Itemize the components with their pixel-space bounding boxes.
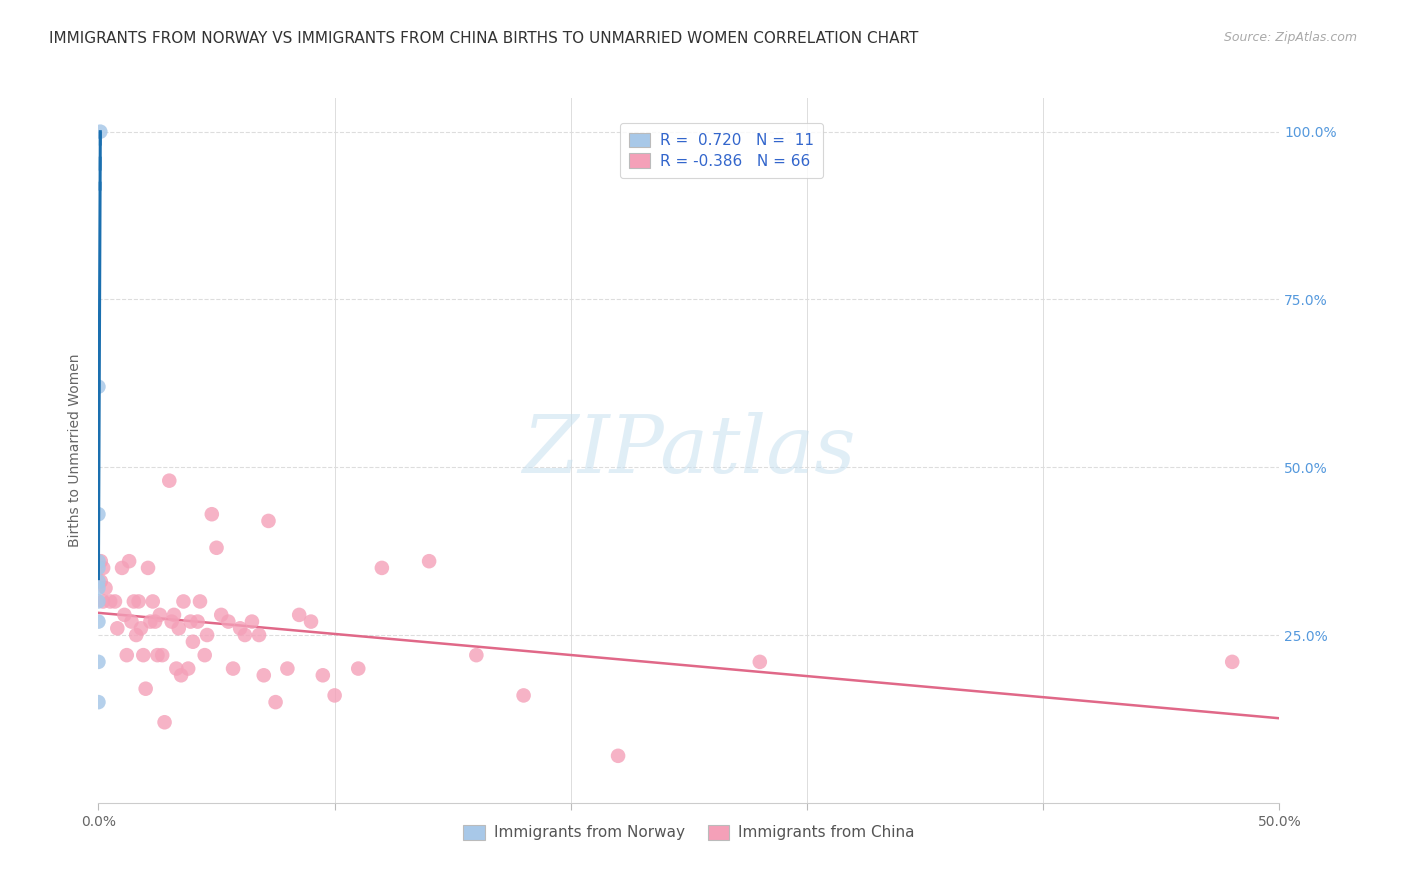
- Point: [187, 615, 209, 629]
- Point: [87, 561, 110, 575]
- Point: [233, 628, 256, 642]
- Point: [149, 607, 172, 622]
- Point: [607, 748, 630, 763]
- Point: [180, 615, 202, 629]
- Point: [89, 125, 111, 139]
- Point: [104, 594, 127, 608]
- Point: [253, 668, 276, 682]
- Point: [150, 648, 173, 662]
- Point: [240, 615, 263, 629]
- Point: [111, 561, 134, 575]
- Point: [87, 615, 110, 629]
- Point: [209, 607, 232, 622]
- Point: [418, 554, 440, 568]
- Text: ZIPatlas: ZIPatlas: [522, 412, 856, 489]
- Point: [87, 581, 110, 595]
- Point: [90, 554, 112, 568]
- Point: [87, 507, 110, 521]
- Point: [129, 621, 152, 635]
- Y-axis label: Births to Unmarried Women: Births to Unmarried Women: [69, 354, 83, 547]
- Point: [157, 474, 180, 488]
- Point: [165, 662, 187, 676]
- Point: [205, 541, 228, 555]
- Point: [139, 615, 162, 629]
- Point: [276, 662, 298, 676]
- Point: [91, 594, 114, 608]
- Point: [115, 648, 138, 662]
- Point: [132, 648, 155, 662]
- Point: [136, 561, 159, 575]
- Point: [121, 615, 143, 629]
- Point: [247, 628, 270, 642]
- Point: [87, 655, 110, 669]
- Point: [112, 607, 135, 622]
- Point: [87, 574, 110, 589]
- Point: [87, 695, 110, 709]
- Point: [122, 594, 145, 608]
- Point: [177, 662, 200, 676]
- Point: [94, 581, 117, 595]
- Point: [128, 594, 150, 608]
- Point: [323, 689, 346, 703]
- Point: [201, 507, 224, 521]
- Point: [1220, 655, 1243, 669]
- Point: [105, 621, 128, 635]
- Point: [172, 594, 194, 608]
- Point: [222, 662, 245, 676]
- Point: [98, 594, 121, 608]
- Point: [748, 655, 770, 669]
- Text: IMMIGRANTS FROM NORWAY VS IMMIGRANTS FROM CHINA BIRTHS TO UNMARRIED WOMEN CORREL: IMMIGRANTS FROM NORWAY VS IMMIGRANTS FRO…: [49, 31, 918, 46]
- Point: [181, 634, 204, 648]
- Point: [143, 615, 166, 629]
- Point: [146, 648, 169, 662]
- Point: [153, 715, 176, 730]
- Point: [371, 561, 394, 575]
- Point: [299, 615, 322, 629]
- Point: [87, 380, 110, 394]
- Legend: Immigrants from Norway, Immigrants from China: Immigrants from Norway, Immigrants from …: [456, 817, 922, 848]
- Point: [90, 574, 112, 589]
- Point: [312, 668, 335, 682]
- Point: [91, 561, 114, 575]
- Point: [163, 607, 186, 622]
- Point: [512, 689, 534, 703]
- Point: [347, 662, 370, 676]
- Point: [167, 621, 190, 635]
- Point: [160, 615, 183, 629]
- Point: [195, 628, 218, 642]
- Text: Source: ZipAtlas.com: Source: ZipAtlas.com: [1223, 31, 1357, 45]
- Point: [217, 615, 239, 629]
- Point: [264, 695, 287, 709]
- Point: [87, 554, 110, 568]
- Point: [87, 594, 110, 608]
- Point: [125, 628, 148, 642]
- Point: [194, 648, 217, 662]
- Point: [170, 668, 193, 682]
- Point: [188, 594, 211, 608]
- Point: [288, 607, 311, 622]
- Point: [118, 554, 141, 568]
- Point: [142, 594, 165, 608]
- Point: [257, 514, 280, 528]
- Point: [465, 648, 488, 662]
- Point: [135, 681, 157, 696]
- Point: [229, 621, 252, 635]
